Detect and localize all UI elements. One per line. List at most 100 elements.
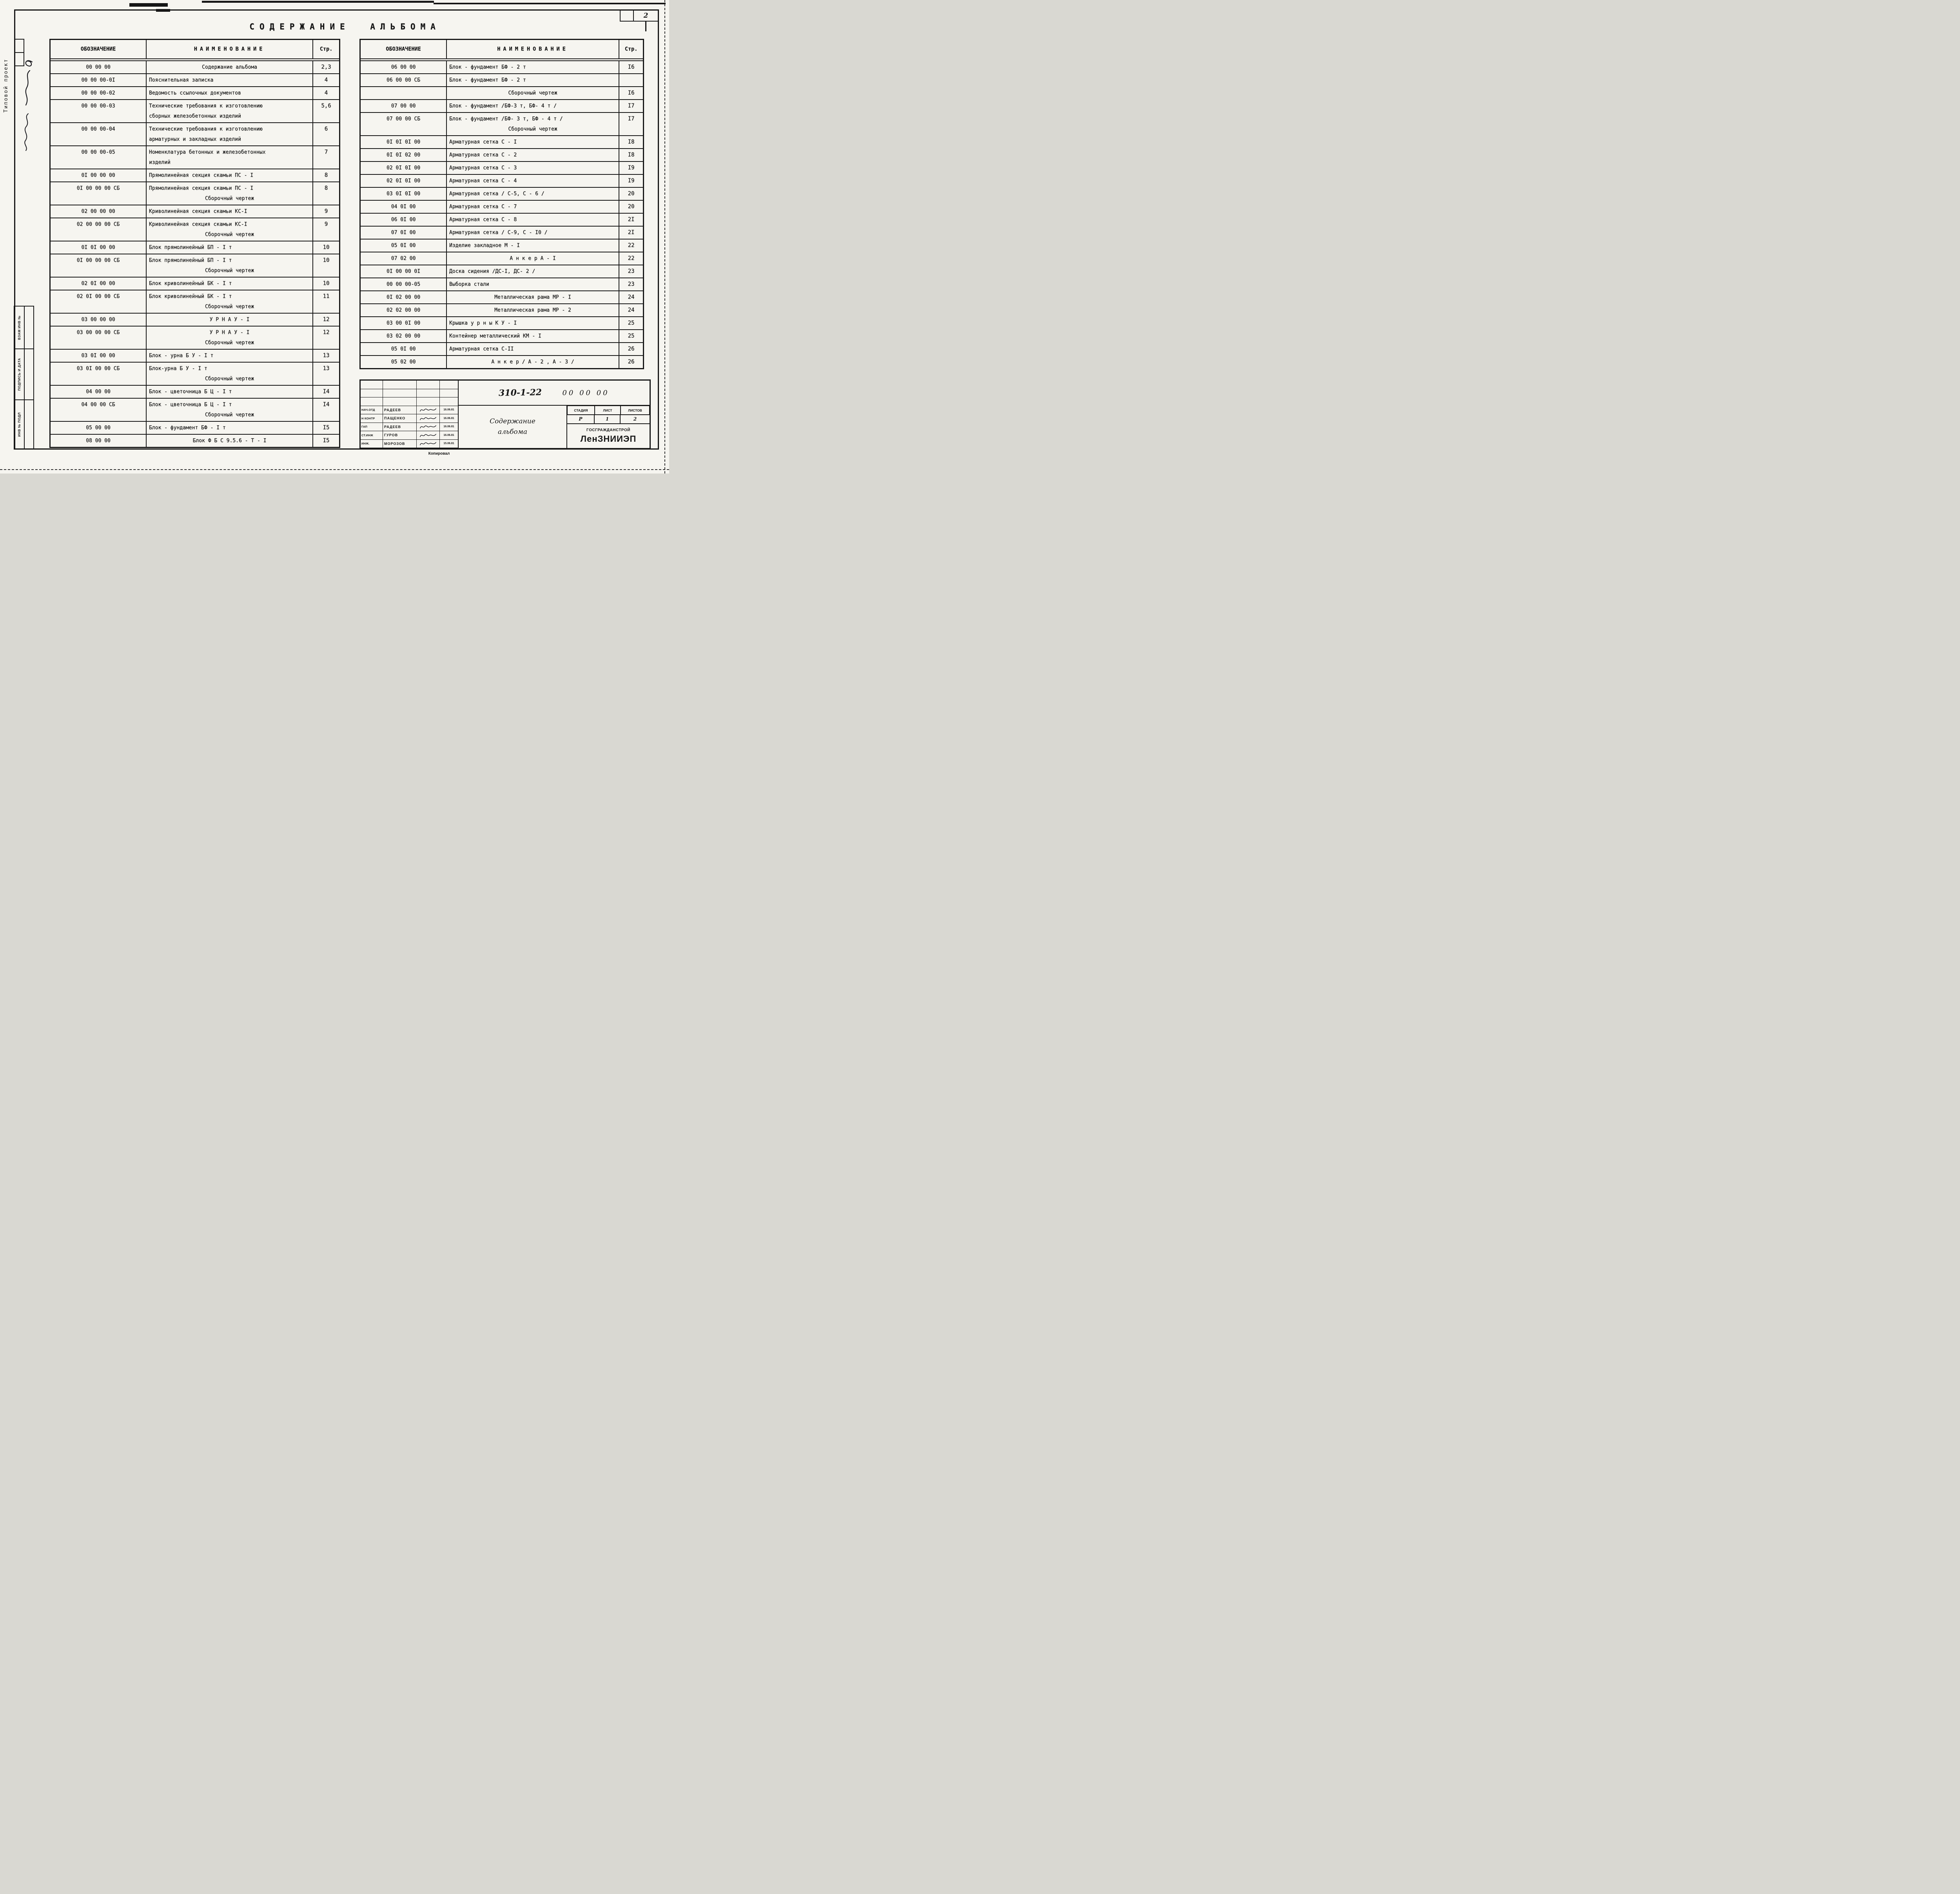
table-row: 00 00 00-05 Номенклатура бетонных и желе… <box>51 146 339 169</box>
signature-role: ГАП <box>361 423 383 431</box>
row-name-line1: Блок - цветочница Б Ц - I т <box>149 389 232 395</box>
row-name-line1: Арматурная сетка / С-9, С - I0 / <box>449 230 548 236</box>
row-code: 08 00 00 <box>51 435 147 447</box>
row-code: 03 0I 00 00 <box>51 350 147 362</box>
row-name: Арматурная сетка С - I <box>447 136 619 148</box>
row-name-line2: сборных железобетонных изделий <box>149 113 241 119</box>
scan-artifact <box>129 3 168 7</box>
fold-mark-bottom <box>0 469 669 470</box>
stamp-cell-empty <box>24 305 34 350</box>
row-code: 06 0I 00 <box>361 214 447 226</box>
sheets-label: ЛИСТОВ <box>620 405 650 415</box>
row-page: 5,6 <box>321 103 331 109</box>
table-row: 03 0I 0I 00 Арматурная сетка / С-5, С - … <box>361 188 643 201</box>
row-name: Блок - урна Б У - I т <box>147 350 313 362</box>
row-name: Технические требования к изготовлению сбо… <box>147 100 313 122</box>
row-name: У Р Н А У - I Сборочный чертеж <box>147 327 313 349</box>
row-code: 07 00 00 СБ <box>361 113 447 135</box>
row-name: Изделие закладное М - I <box>447 239 619 252</box>
row-name: Металлическая рама МР - I <box>447 291 619 303</box>
signature-scribble-icon <box>417 439 440 448</box>
row-page: 9 <box>324 208 328 214</box>
row-code: 00 00 00-02 <box>51 87 147 99</box>
row-name: Арматурная сетка С - 4 <box>447 175 619 187</box>
table-row: 00 00 00 Содержание альбома 2,3 <box>51 61 339 74</box>
table-row: 03 02 00 00 Контейнер металлический КМ -… <box>361 330 643 343</box>
row-code: 00 00 00-03 <box>51 100 147 122</box>
row-code: 05 0I 00 <box>361 343 447 355</box>
row-name: Арматурная сетка С-II <box>447 343 619 355</box>
signature-role: Н КОНТР <box>361 414 383 423</box>
frame-stub <box>645 22 646 31</box>
row-name-line1: Ведомость ссылочных документов <box>149 90 241 96</box>
stamp-cell: ВЗАМ ИНВ № <box>13 305 25 350</box>
frame-top <box>14 9 659 11</box>
row-page: 22 <box>628 242 635 249</box>
table-row: 02 0I 0I 00 Арматурная сетка С - 4 I9 <box>361 175 643 188</box>
row-name-line1: Арматурная сетка С - 8 <box>449 217 517 223</box>
stamp-cell: ПОДПИСЬ И ДАТА <box>13 348 25 401</box>
row-name-line2: Сборочный чертеж <box>205 340 254 346</box>
table-row: 06 00 00 Блок - фундамент БФ - 2 т I6 <box>361 61 643 74</box>
document-title-cell: Содержание альбома <box>459 406 567 448</box>
scan-artifact <box>202 1 434 3</box>
table-row: 0I 0I 0I 00 Арматурная сетка С - I I8 <box>361 136 643 149</box>
row-page: 26 <box>628 359 635 365</box>
signature-scribble-icon <box>417 414 440 423</box>
row-code: 02 0I 00 00 СБ <box>51 290 147 313</box>
row-page: I4 <box>323 401 330 408</box>
row-code: 07 00 00 <box>361 100 447 112</box>
row-code: 07 0I 00 <box>361 227 447 239</box>
scan-artifact <box>434 3 666 4</box>
row-name: Блок прямолинейный БП - I т <box>147 241 313 254</box>
table-row: 00 00 00-0I Пояснительная записка 4 <box>51 74 339 87</box>
row-name: Блок Ф Б С 9.5.6 - Т - I <box>147 435 313 447</box>
table-body: 00 00 00 Содержание альбома 2,3 00 00 00… <box>51 61 339 447</box>
row-page: 8 <box>324 185 328 191</box>
row-name-line1: Номенклатура бетонных и железобетонных <box>149 149 266 155</box>
table-row: 0I 00 00 00 СБ Прямолинейная секция скам… <box>51 182 339 205</box>
row-name-line1: Арматурная сетка С-II <box>449 346 514 352</box>
row-code: 03 00 00 00 <box>51 314 147 326</box>
row-page: I6 <box>628 90 635 96</box>
row-name-line1: Блок Ф Б С 9.5.6 - Т - I <box>192 438 267 444</box>
row-name: Металлическая рама МР - 2 <box>447 304 619 316</box>
titleblock-empty-cell <box>417 397 440 406</box>
row-name-line2: Сборочный чертеж <box>205 268 254 274</box>
row-name-line1: У Р Н А У - I <box>209 330 250 336</box>
stamp-label: ВЗАМ ИНВ № <box>17 315 21 340</box>
row-code: 05 02 00 <box>361 356 447 368</box>
stamp-label: ПОДПИСЬ И ДАТА <box>17 358 21 391</box>
signature-date: 15.06.81 <box>440 440 458 448</box>
stage-header-row: СТАДИЯ ЛИСТ ЛИСТОВ <box>567 405 650 415</box>
document-title-line2: альбома <box>497 428 528 436</box>
row-page: 20 <box>628 190 635 197</box>
row-page: I6 <box>628 64 635 70</box>
titleblock-empty-cell <box>417 389 440 397</box>
project-code: 310-1-22 <box>499 387 542 398</box>
row-code: 02 0I 00 00 <box>51 278 147 290</box>
row-code: 00 00 00-04 <box>51 123 147 145</box>
signature-name: МОРОЗОВ <box>383 439 417 448</box>
table-row: 06 00 00 СБ Блок - фундамент БФ - 2 т <box>361 74 643 87</box>
row-name-line1: Прямолинейная секция скамьи ПС - I <box>149 185 254 191</box>
table-row: 0I 0I 02 00 Арматурная сетка С - 2 I8 <box>361 149 643 162</box>
row-page: 23 <box>628 268 635 274</box>
table-row: 05 00 00 Блок - фундамент БФ - I т I5 <box>51 422 339 435</box>
row-name: Арматурная сетка С - 3 <box>447 162 619 174</box>
row-page: 4 <box>324 77 328 83</box>
row-page: 24 <box>628 307 635 313</box>
stamp-cell-empty <box>24 348 34 401</box>
row-name-line2: Сборочный чертеж <box>205 232 254 238</box>
row-name-line1: Крышка у р н ы К У - I <box>449 320 517 326</box>
row-code: 0I 00 00 00 СБ <box>51 182 147 205</box>
row-page: 25 <box>628 333 635 339</box>
row-code: 0I 00 00 0I <box>361 265 447 278</box>
titleblock-empty-cell <box>383 389 417 397</box>
row-page: 10 <box>323 244 330 250</box>
table-row: 03 00 00 00 У Р Н А У - I 12 <box>51 314 339 327</box>
row-page: 2I <box>628 229 635 236</box>
margin-project-type-label: Типовой проект <box>3 58 9 112</box>
row-name-line1: Изделие закладное М - I <box>449 243 520 249</box>
row-name-line1: А н к е р / А - 2 , А - 3 / <box>491 359 574 365</box>
